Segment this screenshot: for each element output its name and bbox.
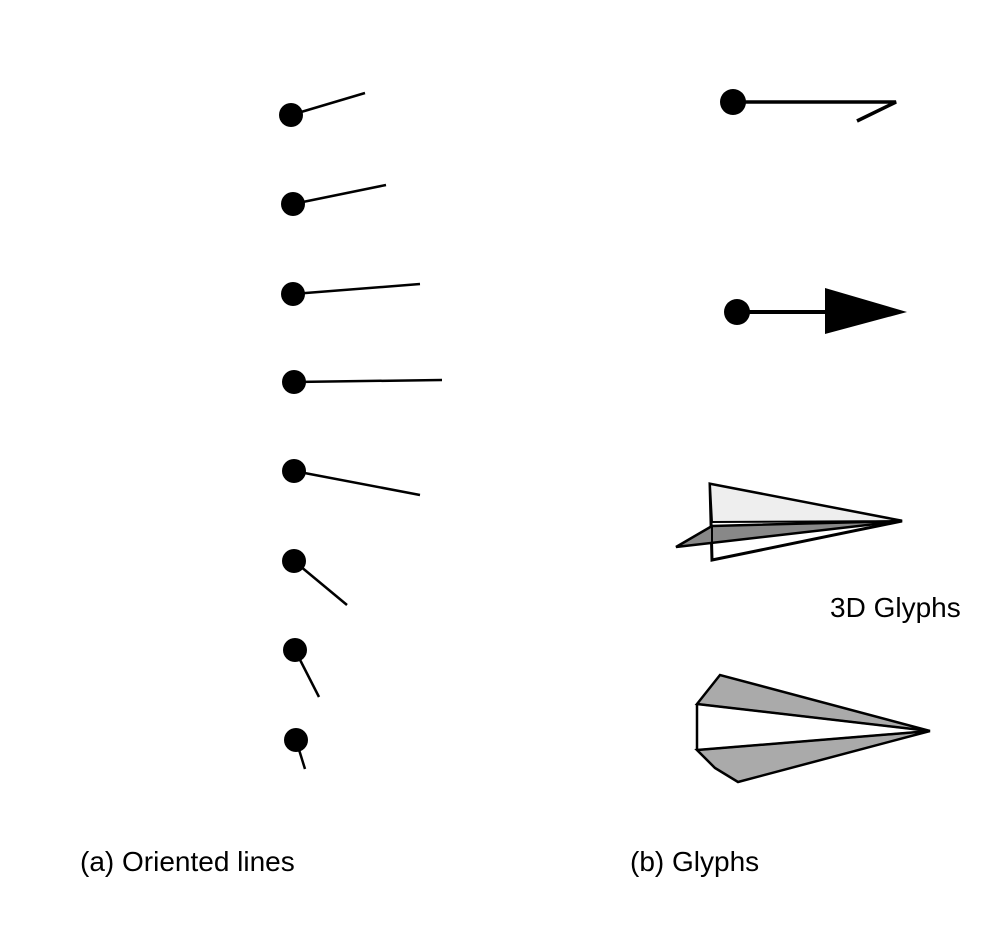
caption-oriented-lines: (a) Oriented lines [80,846,295,877]
caption-glyphs: (b) Glyphs [630,846,760,877]
arrow-glyph [724,288,907,334]
glyph-label-3d: 3D Glyphs [830,592,961,623]
oriented-lines-panel [279,91,443,770]
hook-line-glyph [720,89,897,123]
oriented-line-7 [283,638,321,698]
oriented-line-1 [279,91,366,127]
plane-3d-glyph-light [675,482,903,562]
oriented-line-6 [282,549,348,606]
oriented-line-3 [281,282,421,306]
oriented-line-4 [282,370,443,394]
oriented-line-8 [284,728,308,770]
plane-3d-glyph-gray [694,673,931,784]
oriented-line-2 [281,183,387,216]
glyphs-panel [675,89,931,784]
oriented-line-5 [282,459,421,497]
